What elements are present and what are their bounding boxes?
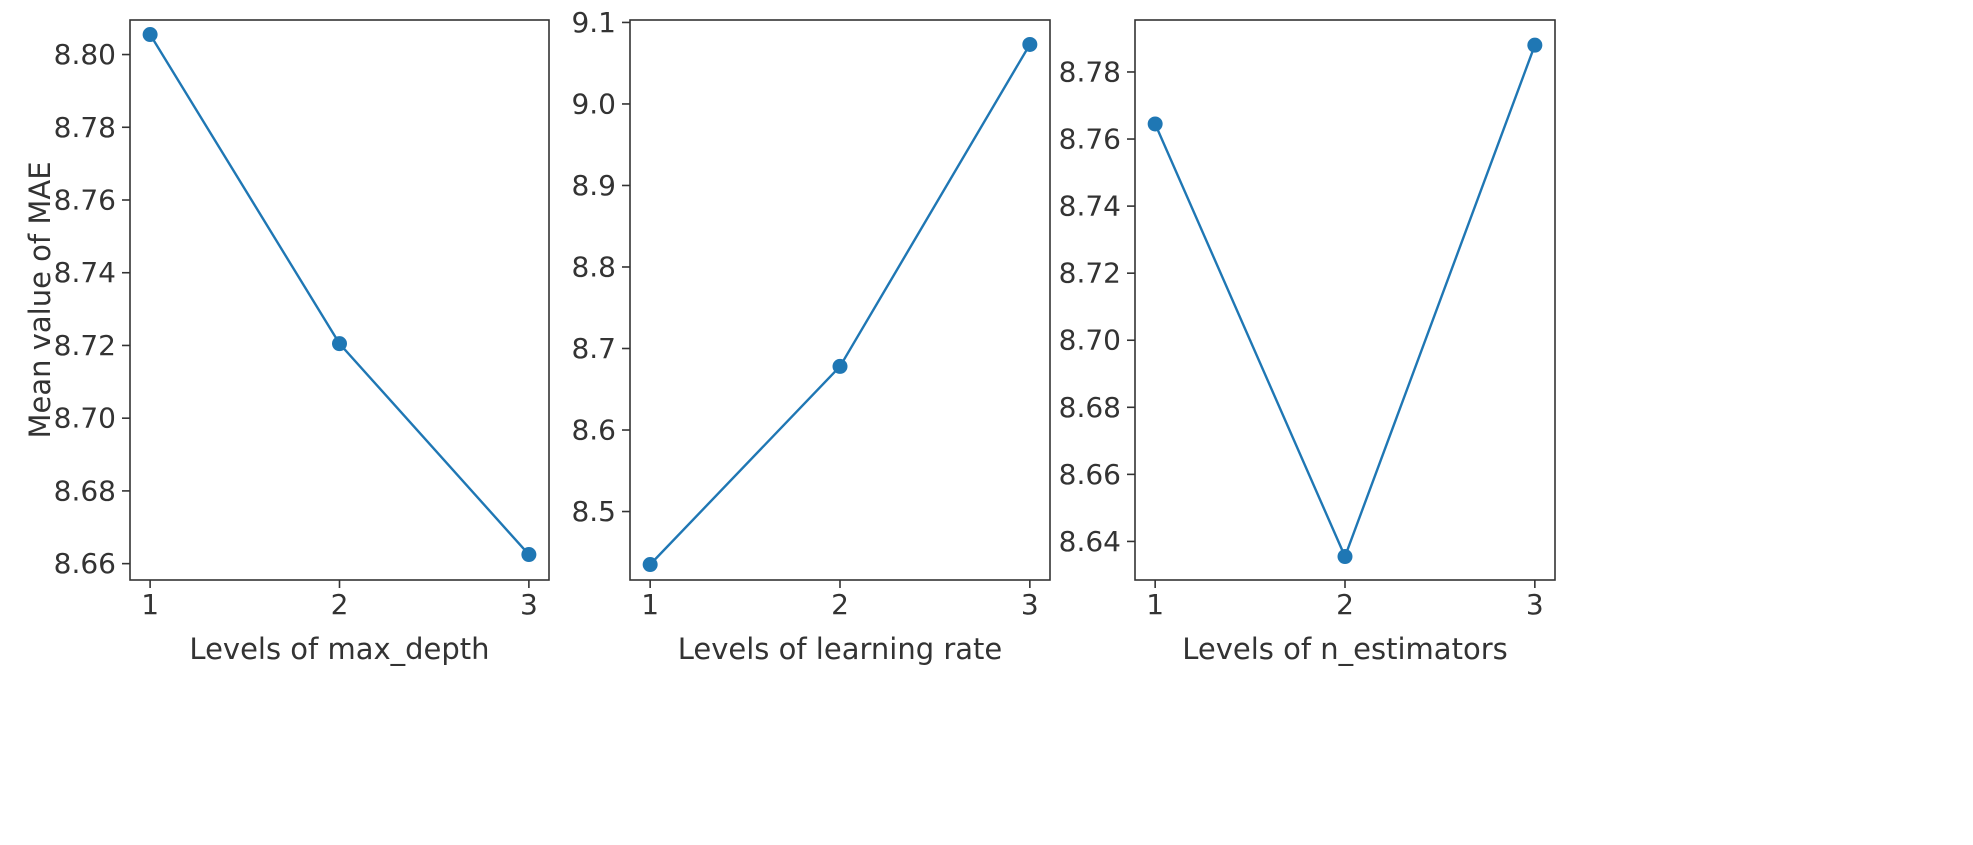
data-point xyxy=(332,336,347,352)
y-tick-label: 8.78 xyxy=(54,111,116,144)
x-tick-label: 1 xyxy=(1146,588,1164,621)
axes-frame xyxy=(1134,19,1556,581)
y-tick-label: 8.72 xyxy=(1059,257,1121,290)
series-line xyxy=(1154,44,1536,560)
subplot-2: 8.5 8.6 8.7 8.8 8.9 9.0 9.1 1 2 3 Levels of learni… xyxy=(571,6,1051,666)
y-tick-label: 8.80 xyxy=(54,38,116,71)
y-tick-label: 8.7 xyxy=(571,332,616,365)
x-tick-label: 2 xyxy=(831,588,849,621)
x-tick-label: 3 xyxy=(1021,588,1039,621)
y-tick-label: 8.74 xyxy=(54,256,116,289)
x-tick-label: 1 xyxy=(641,588,659,621)
subplot-3: 8.64 8.66 8.68 8.70 8.72 8.74 8.76 8.78 1 2 3 Level… xyxy=(1059,19,1556,666)
x-axis-label: Levels of n_estimators xyxy=(1182,632,1507,666)
y-tick-label: 8.72 xyxy=(54,329,116,362)
y-tick-label: 8.76 xyxy=(54,184,116,217)
x-tick-label: 2 xyxy=(331,588,349,621)
data-point xyxy=(142,27,158,43)
y-tick-label: 8.70 xyxy=(54,402,116,435)
data-point xyxy=(521,547,537,563)
data-point xyxy=(1527,37,1543,53)
y-tick-label: 8.78 xyxy=(1059,55,1121,88)
y-tick-label: 8.5 xyxy=(571,495,616,528)
series-line xyxy=(649,43,1031,566)
y-tick-label: 8.66 xyxy=(54,547,116,580)
axes-frame xyxy=(629,19,1051,581)
x-tick-label: 3 xyxy=(1526,588,1544,621)
y-tick-label: 8.76 xyxy=(1059,123,1121,156)
y-tick-label: 9.0 xyxy=(571,87,616,120)
data-point xyxy=(1337,549,1353,565)
y-tick-label: 8.6 xyxy=(571,414,616,447)
x-axis-label: Levels of max_depth xyxy=(189,632,489,666)
y-axis-label: Mean value of MAE xyxy=(23,161,57,438)
y-tick-label: 8.68 xyxy=(1059,391,1121,424)
y-tick-label: 8.64 xyxy=(1059,525,1121,558)
y-tick-label: 8.66 xyxy=(1059,458,1121,491)
data-point xyxy=(642,557,658,573)
subplot-1: 8.66 8.68 8.70 8.72 8.74 8.76 8.78 8.80 1 2 3 Level… xyxy=(23,19,550,666)
y-tick-label: 9.1 xyxy=(571,6,616,39)
x-axis-label: Levels of learning rate xyxy=(678,632,1002,666)
x-tick-label: 3 xyxy=(520,588,538,621)
x-tick-label: 2 xyxy=(1336,588,1354,621)
y-tick-label: 8.8 xyxy=(571,250,616,283)
y-tick-label: 8.9 xyxy=(571,169,616,202)
data-point xyxy=(832,358,848,374)
y-tick-label: 8.68 xyxy=(54,474,116,507)
series-line xyxy=(149,33,530,556)
y-tick-label: 8.70 xyxy=(1059,324,1121,357)
data-point xyxy=(1022,36,1038,52)
y-tick-label: 8.74 xyxy=(1059,190,1121,223)
x-tick-label: 1 xyxy=(141,588,159,621)
data-point xyxy=(1147,116,1163,132)
